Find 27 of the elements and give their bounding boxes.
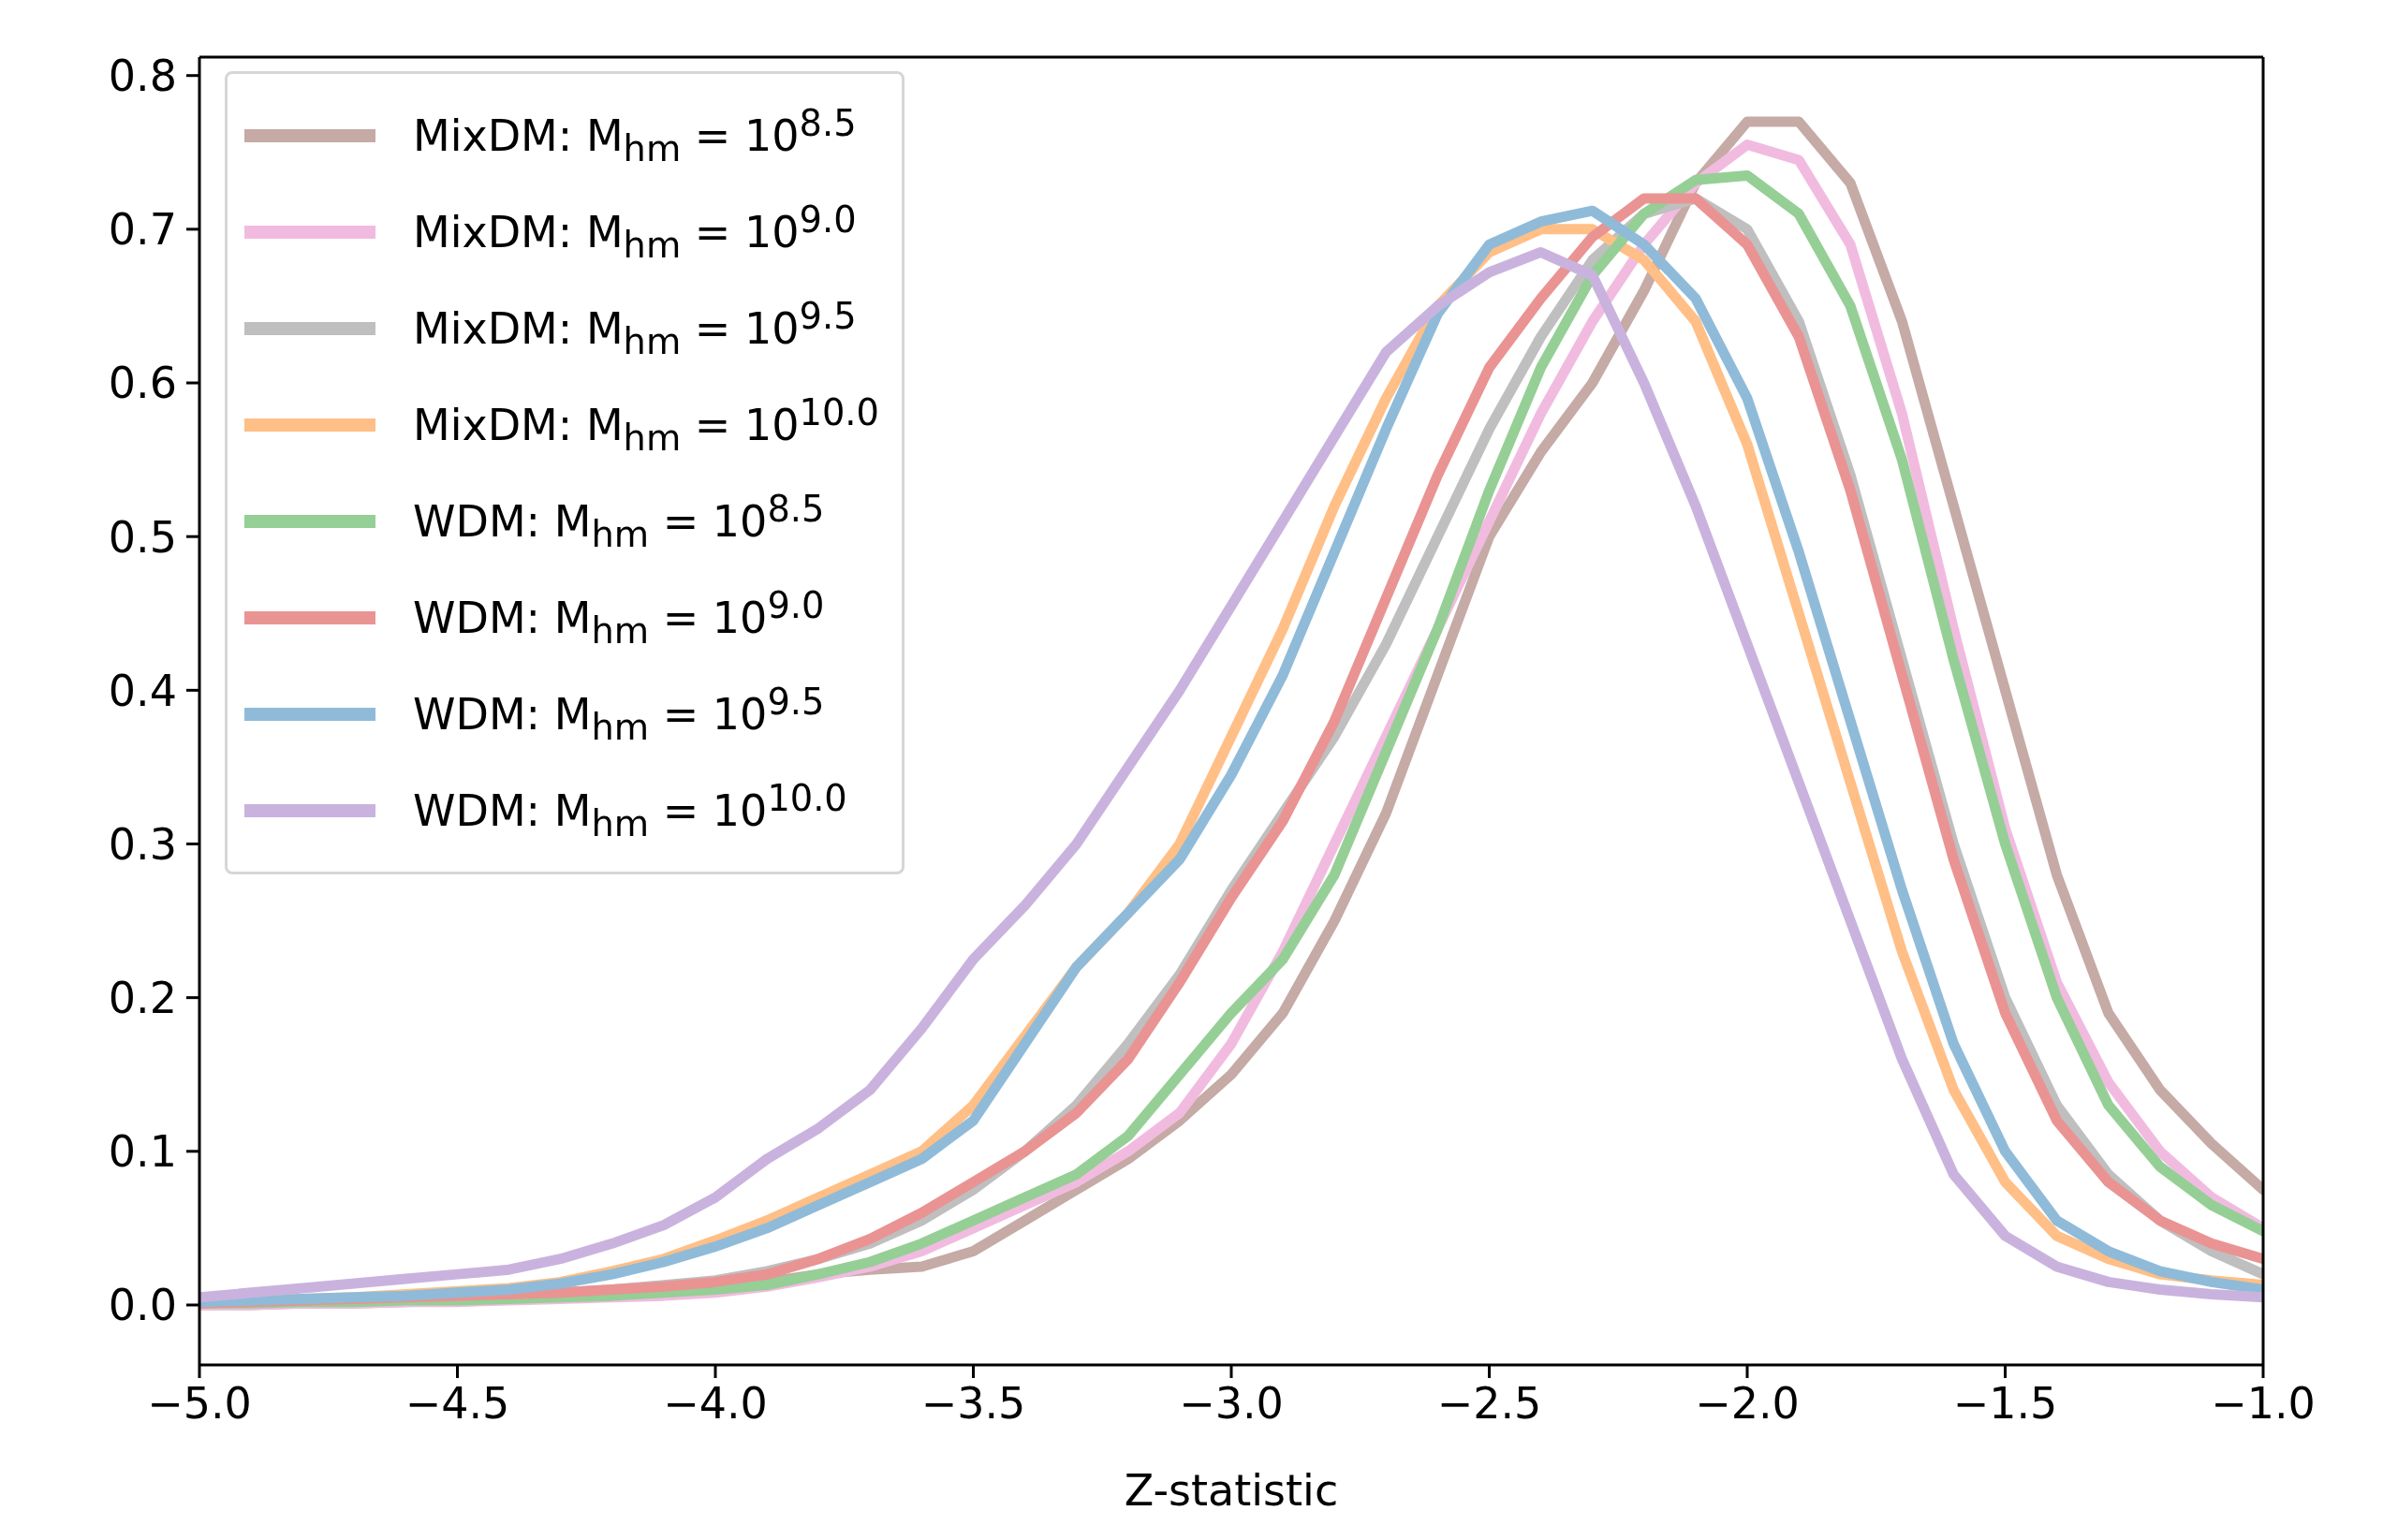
y-tick-label: 0.4	[108, 665, 177, 716]
legend-label: MixDM: M$_{hm}$ = 10$^{9.0}$	[413, 198, 857, 266]
y-tick-label: 0.7	[108, 204, 177, 256]
x-tick-label: −1.5	[1952, 1377, 2058, 1429]
y-tick-label: 0.0	[108, 1280, 177, 1331]
y-tick-label: 0.6	[108, 358, 177, 409]
x-tick-label: −4.5	[405, 1377, 510, 1429]
y-tick-label: 0.5	[108, 511, 177, 563]
y-tick-label: 0.8	[108, 51, 177, 102]
legend-label: MixDM: M$_{hm}$ = 10$^{9.5}$	[413, 294, 857, 362]
y-tick-label: 0.2	[108, 972, 177, 1023]
x-axis-title: Z-statistic	[1124, 1465, 1339, 1516]
legend-label: MixDM: M$_{hm}$ = 10$^{10.0}$	[413, 390, 879, 459]
y-tick-label: 0.3	[108, 818, 177, 870]
legend-label: WDM: M$_{hm}$ = 10$^{9.0}$	[413, 583, 825, 652]
legend-label: MixDM: M$_{hm}$ = 10$^{8.5}$	[413, 101, 857, 169]
x-tick-label: −5.0	[147, 1377, 252, 1429]
x-tick-label: −4.0	[663, 1377, 768, 1429]
legend-label: WDM: M$_{hm}$ = 10$^{9.5}$	[413, 680, 825, 748]
x-tick-label: −3.0	[1179, 1377, 1284, 1429]
legend-label: WDM: M$_{hm}$ = 10$^{10.0}$	[413, 776, 847, 844]
x-tick-label: −1.0	[2211, 1377, 2316, 1429]
x-tick-label: −2.5	[1436, 1377, 1542, 1429]
legend-label: WDM: M$_{hm}$ = 10$^{8.5}$	[413, 487, 825, 555]
x-tick-label: −3.5	[920, 1377, 1026, 1429]
x-tick-label: −2.0	[1695, 1377, 1800, 1429]
y-tick-label: 0.1	[108, 1126, 177, 1178]
